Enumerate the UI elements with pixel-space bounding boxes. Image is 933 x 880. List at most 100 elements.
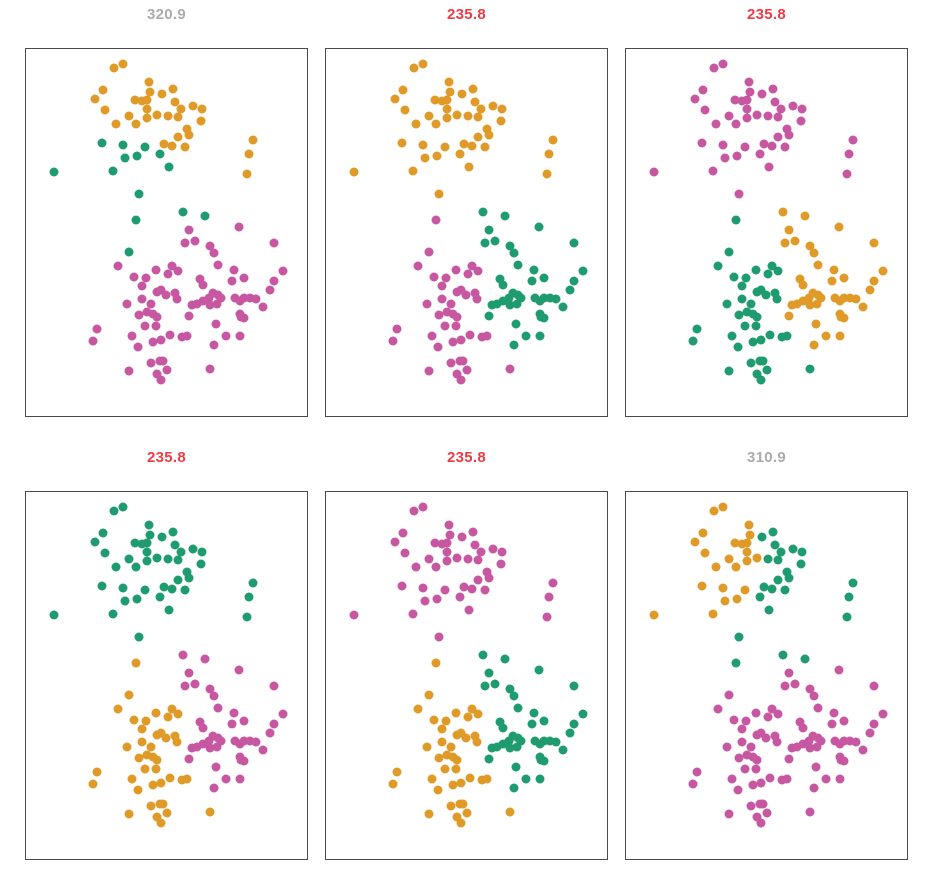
data-point [508,731,518,741]
data-point [156,818,166,828]
data-point [130,538,140,548]
data-point [473,575,483,585]
data-point [431,215,441,225]
data-point [92,324,102,334]
data-point [229,265,239,275]
data-point [848,578,858,588]
data-point [120,153,130,163]
data-point [142,538,152,548]
data-point [800,211,810,221]
data-point [808,731,818,741]
data-point [548,135,558,145]
data-point [742,538,752,548]
data-point [737,724,747,734]
data-point [484,311,494,321]
data-point [148,337,158,347]
small-multiples-grid: 320.9 235.8 235.8 235.8 235.8 310.9 [25,5,908,860]
data-point [205,743,215,753]
data-point [221,774,231,784]
data-point [109,63,119,73]
data-point [422,742,432,752]
data-point [278,709,288,719]
data-point [692,324,702,334]
data-point [131,562,141,572]
data-point [484,130,494,140]
data-point [751,265,761,275]
data-point [173,266,183,276]
data-point [163,554,173,564]
data-point [758,799,768,809]
data-point [434,632,444,642]
data-point [400,105,410,115]
data-point [142,547,152,557]
data-point [792,299,802,309]
panel-cell-4: 235.8 [25,448,308,860]
data-point [569,719,579,729]
data-point [145,530,155,540]
data-point [509,691,519,701]
data-point [122,299,132,309]
data-point [235,739,245,749]
data-point [816,293,826,303]
data-point [127,331,137,341]
panel-cell-3: 235.8 [625,5,908,417]
data-point [718,502,728,512]
data-point [762,365,772,375]
data-point [821,331,831,341]
data-point [152,812,162,822]
data-point [473,112,483,122]
data-point [787,300,796,310]
data-point [49,167,59,177]
data-point [234,665,244,675]
data-point [213,703,223,713]
data-point [578,709,588,719]
data-point [731,215,741,225]
data-point [409,506,419,516]
data-point [778,207,788,217]
data-point [418,59,428,69]
data-point [539,716,549,726]
data-point [451,708,461,718]
data-point [239,273,249,283]
data-point [397,581,407,591]
data-point [756,375,766,385]
panel-title-4: 235.8 [146,449,187,466]
data-point [88,779,98,789]
data-point [184,311,194,321]
data-point [776,104,786,114]
data-point [100,105,110,115]
data-point [152,110,162,120]
data-point [152,369,162,379]
data-point [230,293,239,303]
data-point [216,736,226,746]
data-point [809,340,819,350]
data-point [722,742,732,752]
data-point [442,113,452,123]
data-point [752,369,762,379]
data-point [796,559,805,569]
data-point [458,799,468,809]
data-point [473,555,483,565]
data-point [235,296,245,306]
data-point [461,733,471,743]
data-point [780,238,790,248]
data-point [398,528,408,538]
data-point [204,293,214,303]
data-point [424,554,434,564]
data-point [205,364,215,374]
scatter-panel-1 [25,48,308,417]
data-point [776,547,786,557]
data-point [180,681,190,691]
data-point [452,812,462,822]
data-point [827,719,837,729]
data-point [349,167,359,177]
data-point [724,554,734,564]
data-point [529,708,539,718]
data-point [444,77,454,87]
data-point [205,300,215,310]
data-point [478,650,488,660]
data-point [688,779,698,789]
data-point [437,539,447,549]
data-point [724,247,734,257]
